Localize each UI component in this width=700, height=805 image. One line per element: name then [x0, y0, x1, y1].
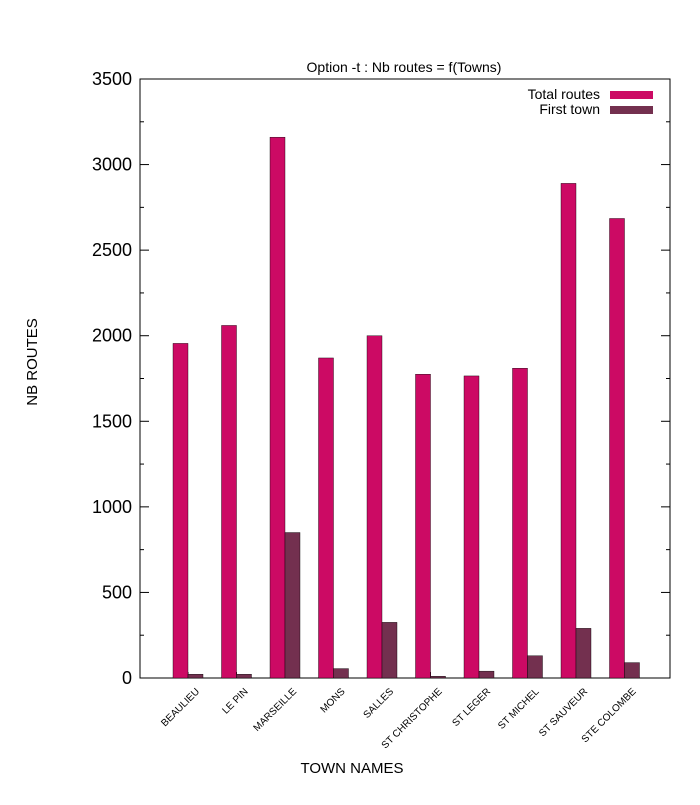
bar-first-town	[575, 628, 592, 679]
bar-total-routes	[463, 375, 480, 679]
bar-total-routes	[512, 368, 528, 679]
x-tick-label: LE PIN	[220, 686, 250, 716]
x-tick-label: ST MICHEL	[496, 686, 542, 732]
y-tick-label: 3500	[92, 69, 132, 89]
bar-first-town	[187, 674, 204, 679]
bar-first-town	[527, 655, 543, 679]
bar-first-town	[478, 670, 495, 679]
bar-first-town	[381, 622, 398, 679]
bar-first-town	[284, 532, 301, 679]
y-tick-label: 1000	[92, 497, 132, 517]
x-tick-label: BEAULIEU	[159, 686, 202, 729]
y-tick-label: 0	[122, 668, 132, 688]
x-tick-label: SALLES	[362, 686, 397, 721]
bar-first-town	[236, 674, 252, 679]
chart-title: Option -t : Nb routes = f(Towns)	[307, 59, 502, 75]
x-tick-label: MONS	[319, 686, 348, 715]
legend-label: Total routes	[528, 86, 600, 102]
y-tick-label: 1500	[92, 411, 132, 431]
bar-total-routes	[269, 136, 286, 679]
legend-label: First town	[539, 101, 600, 117]
bar-first-town	[333, 668, 349, 679]
bar-first-town	[430, 676, 446, 679]
y-tick-label: 2500	[92, 240, 132, 260]
bar-total-routes	[221, 325, 237, 679]
legend-swatch	[610, 91, 653, 99]
bar-total-routes	[172, 343, 189, 679]
bar-total-routes	[560, 183, 577, 679]
bar-total-routes	[415, 374, 431, 679]
x-tick-label: ST SAUVEUR	[537, 686, 590, 739]
x-tick-label: MARSEILLE	[252, 686, 300, 734]
bar-total-routes	[609, 218, 625, 679]
bars-layer	[172, 136, 640, 679]
bar-first-town	[624, 662, 640, 679]
y-tick-label: 3000	[92, 155, 132, 175]
y-tick-label: 500	[102, 582, 132, 602]
plot-border	[139, 78, 671, 679]
x-axis-label: TOWN NAMES	[300, 760, 403, 777]
y-tick-label: 2000	[92, 326, 132, 346]
legend-swatch	[610, 106, 653, 114]
bar-total-routes	[366, 335, 383, 679]
bar-total-routes	[318, 357, 334, 679]
x-tick-label: ST LEGER	[450, 686, 493, 729]
y-axis-label: NB ROUTES	[24, 318, 41, 406]
